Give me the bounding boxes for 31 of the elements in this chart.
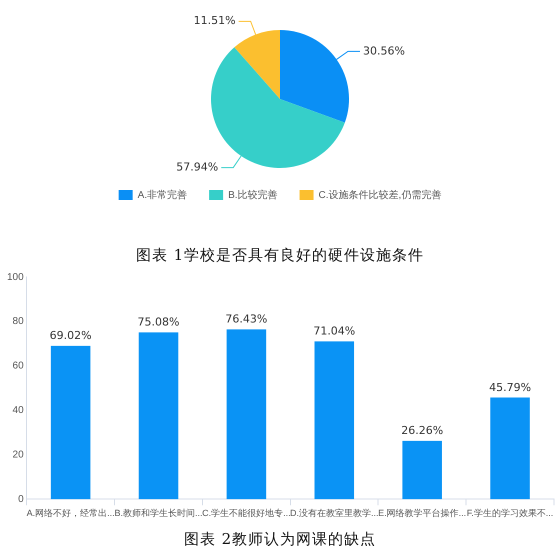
x-tick-label: C.学生不能很好地专...	[202, 508, 291, 518]
legend-label: B.比较完善	[228, 188, 278, 201]
y-tick-label: 80	[12, 316, 24, 328]
y-tick-label: 40	[12, 405, 24, 416]
x-tick-label: A.网络不好，经常出...	[26, 508, 115, 518]
y-tick-label: 60	[12, 360, 24, 372]
data-label: 30.56%	[362, 44, 405, 58]
bar	[402, 440, 442, 500]
text: 图表 1学校是否具有良好的硬件设施条件	[134, 245, 426, 266]
data-label: 71.04%	[313, 324, 356, 338]
legend-label: C.设施条件比较差,仍需完善	[318, 188, 442, 201]
data-label: 69.02%	[50, 329, 92, 342]
legend-label: A.非常完善	[138, 188, 188, 201]
x-tick-label: B.教师和学生长时间...	[114, 508, 203, 518]
data-label: 76.43%	[225, 312, 268, 326]
bar	[50, 346, 90, 500]
y-tick-label: 100	[6, 272, 24, 283]
data-label: 26.26%	[401, 424, 444, 438]
data-label: 57.94%	[176, 160, 218, 174]
x-tick-label: D.没有在教室里教学...	[290, 508, 379, 518]
x-tick-label: E.网络教学平台操作...	[378, 508, 466, 518]
bar	[314, 341, 354, 500]
bar	[490, 397, 530, 500]
data-label: 11.51%	[194, 14, 236, 28]
data-label: 75.08%	[138, 316, 180, 329]
x-tick-label: F.学生的学习效果不...	[466, 508, 554, 518]
y-tick-label: 20	[12, 450, 24, 461]
y-tick-label: 0	[18, 494, 24, 505]
bar	[138, 332, 178, 500]
bar	[226, 329, 266, 500]
data-label: 45.79%	[489, 380, 532, 394]
